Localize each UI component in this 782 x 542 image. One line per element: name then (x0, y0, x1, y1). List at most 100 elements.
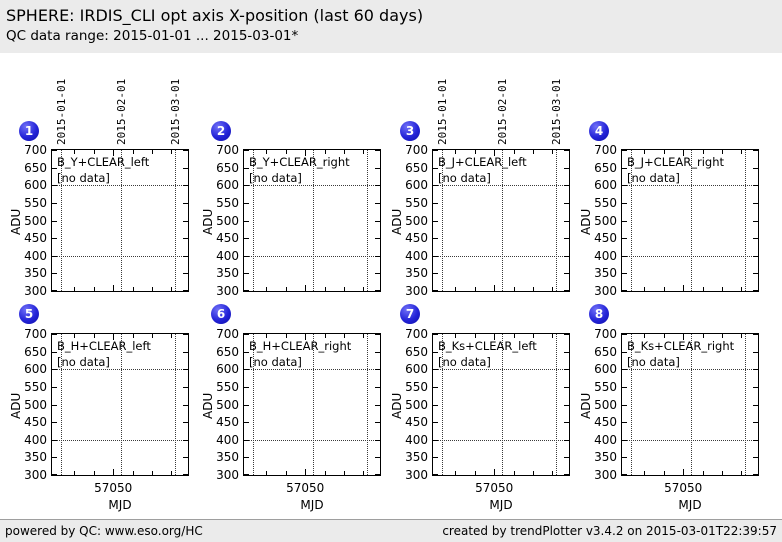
y-tick-mark (564, 290, 569, 291)
gridline-vertical (252, 334, 254, 475)
y-tick-mark (244, 334, 249, 335)
x-tick-mark (363, 150, 365, 154)
x-tick-mark (644, 150, 646, 154)
gridline-vertical (630, 150, 632, 291)
no-data-label: [no data] (438, 171, 491, 185)
y-tick-mark (622, 167, 627, 169)
y-tick-mark (433, 457, 438, 459)
x-tick-mark (171, 287, 173, 291)
y-tick-label: 350 (24, 450, 47, 465)
y-tick-mark (375, 439, 380, 441)
x-tick-mark (663, 287, 665, 291)
no-data-label: [no data] (627, 355, 680, 369)
y-tick-mark (375, 238, 380, 240)
gridline-horizontal (433, 185, 569, 187)
y-tick-mark (52, 290, 57, 291)
y-tick-label: 300 (24, 284, 47, 298)
y-tick-label: 600 (594, 178, 617, 193)
y-tick-label: 450 (24, 231, 47, 246)
y-tick-mark (244, 457, 249, 459)
y-tick-label: 300 (594, 468, 617, 482)
y-tick-label: 600 (216, 178, 239, 193)
plot-area: B_H+CLEAR_right [no data] (243, 333, 381, 476)
x-tick-mark (93, 150, 95, 154)
x-axis-title: MJD (489, 498, 513, 512)
y-tick-mark (564, 167, 569, 169)
y-tick-label: 500 (405, 213, 428, 228)
y-tick-mark (753, 439, 758, 441)
y-tick-mark (622, 439, 627, 441)
y-tick-mark (375, 185, 380, 187)
plots-grid: 1 2015-01-01 2015-02-01 2015-03-01 ADU 300 350… (0, 53, 782, 519)
no-data-label: [no data] (627, 171, 680, 185)
y-tick-label: 450 (405, 231, 428, 246)
x-tick-mark (533, 287, 535, 291)
x-tick-mark (93, 471, 95, 475)
y-tick-label: 550 (405, 195, 428, 210)
y-tick-mark (183, 404, 188, 406)
y-tick-mark (183, 238, 188, 240)
x-tick-mark (171, 334, 173, 338)
y-tick-mark (753, 273, 758, 275)
x-tick-mark (132, 471, 134, 475)
y-tick-mark (622, 369, 627, 371)
y-tick-mark (244, 422, 249, 424)
x-tick-mark (74, 471, 76, 475)
y-tick-mark (183, 474, 188, 475)
y-tick-mark (52, 457, 57, 459)
y-tick-mark (244, 273, 249, 275)
y-tick-mark (183, 150, 188, 151)
y-tick-label: 600 (594, 362, 617, 377)
y-tick-label: 350 (216, 450, 239, 465)
y-tick-mark (433, 404, 438, 406)
y-tick-mark (52, 386, 57, 388)
x-tick-mark (266, 334, 268, 338)
y-tick-mark (622, 290, 627, 291)
x-tick-mark (702, 334, 704, 338)
x-tick-mark (285, 334, 287, 338)
top-date-tick-label: 2015-02-01 (114, 78, 128, 145)
x-tick-mark (74, 334, 76, 338)
plot-area: B_J+CLEAR_right [no data] (621, 149, 759, 292)
no-data-label: [no data] (249, 171, 302, 185)
x-axis-title: MJD (300, 498, 324, 512)
y-tick-label: 700 (405, 327, 428, 341)
y-tick-mark (244, 150, 249, 151)
plot-area: B_Ks+CLEAR_right [no data] (621, 333, 759, 476)
y-tick-label: 300 (594, 284, 617, 298)
y-tick-mark (564, 369, 569, 371)
y-tick-mark (622, 185, 627, 187)
y-tick-mark (753, 351, 758, 353)
y-tick-label: 300 (216, 468, 239, 482)
gridline-horizontal (52, 185, 188, 187)
gridline-horizontal (244, 185, 380, 187)
y-tick-mark (622, 457, 627, 459)
y-tick-mark (564, 238, 569, 240)
y-tick-label: 350 (594, 266, 617, 281)
y-tick-mark (753, 474, 758, 475)
y-tick-mark (375, 404, 380, 406)
y-tick-mark (375, 351, 380, 353)
x-tick-mark (741, 471, 743, 475)
panel-title: B_Y+CLEAR_right (249, 155, 350, 169)
y-tick-label: 500 (24, 213, 47, 228)
y-tick-mark (433, 185, 438, 187)
y-tick-mark (564, 439, 569, 441)
gridline-vertical (175, 334, 177, 475)
y-tick-label: 350 (216, 266, 239, 281)
x-tick-mark (722, 334, 724, 338)
y-tick-mark (183, 255, 188, 257)
y-tick-mark (244, 167, 249, 169)
y-tick-mark (375, 369, 380, 371)
y-tick-mark (183, 167, 188, 169)
gridline-vertical (556, 334, 558, 475)
x-tick-mark (741, 150, 743, 154)
y-tick-mark (183, 290, 188, 291)
gridline-horizontal (622, 439, 758, 441)
y-tick-label: 350 (405, 450, 428, 465)
y-tick-label: 650 (594, 344, 617, 359)
panel-number-badge: 8 (589, 304, 609, 324)
y-tick-mark (753, 167, 758, 169)
x-tick-mark (93, 334, 95, 338)
y-tick-label: 550 (24, 379, 47, 394)
